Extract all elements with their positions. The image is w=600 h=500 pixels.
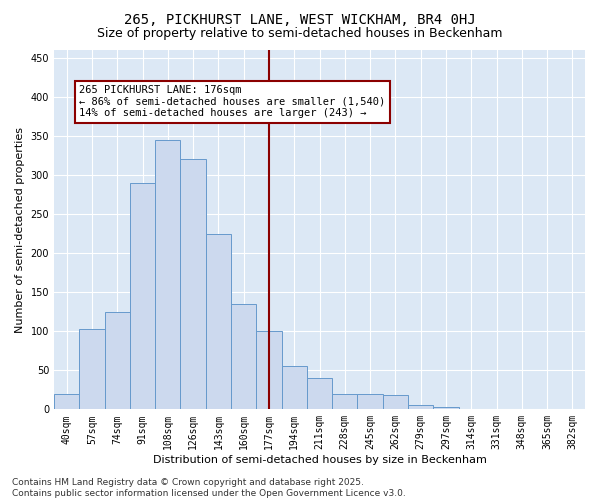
Bar	[79, 329, 104, 409]
Bar	[358, 394, 383, 409]
Bar	[256, 331, 281, 409]
Bar	[130, 183, 155, 410]
Y-axis label: Number of semi-detached properties: Number of semi-detached properties	[15, 126, 25, 332]
Bar	[433, 407, 458, 410]
Bar	[104, 312, 130, 410]
Bar	[281, 366, 307, 410]
Bar	[206, 234, 231, 410]
Bar	[181, 160, 206, 410]
Bar	[54, 394, 79, 409]
Bar	[231, 304, 256, 410]
Bar	[383, 396, 408, 409]
Text: 265, PICKHURST LANE, WEST WICKHAM, BR4 0HJ: 265, PICKHURST LANE, WEST WICKHAM, BR4 0…	[124, 12, 476, 26]
Text: 265 PICKHURST LANE: 176sqm
← 86% of semi-detached houses are smaller (1,540)
14%: 265 PICKHURST LANE: 176sqm ← 86% of semi…	[79, 85, 386, 118]
Text: Size of property relative to semi-detached houses in Beckenham: Size of property relative to semi-detach…	[97, 28, 503, 40]
Bar	[332, 394, 358, 409]
Bar	[408, 406, 433, 409]
Bar	[307, 378, 332, 410]
Bar	[155, 140, 181, 409]
X-axis label: Distribution of semi-detached houses by size in Beckenham: Distribution of semi-detached houses by …	[152, 455, 487, 465]
Text: Contains HM Land Registry data © Crown copyright and database right 2025.
Contai: Contains HM Land Registry data © Crown c…	[12, 478, 406, 498]
